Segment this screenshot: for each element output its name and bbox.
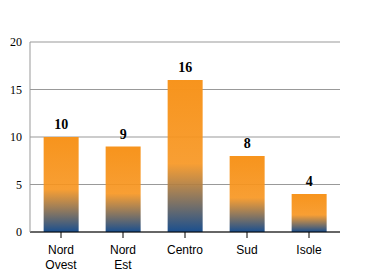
- svg-text:0: 0: [16, 225, 22, 239]
- svg-text:16: 16: [178, 60, 192, 75]
- svg-text:NordEst: NordEst: [110, 243, 136, 272]
- svg-text:15: 15: [10, 83, 22, 97]
- svg-text:4: 4: [306, 174, 313, 189]
- svg-text:NordOvest: NordOvest: [45, 243, 77, 272]
- svg-text:5: 5: [16, 178, 22, 192]
- svg-text:20: 20: [10, 35, 22, 49]
- svg-text:Centro: Centro: [167, 243, 203, 257]
- svg-text:9: 9: [120, 127, 127, 142]
- svg-text:Isole: Isole: [296, 243, 322, 257]
- svg-text:10: 10: [54, 117, 68, 132]
- svg-text:10: 10: [10, 130, 22, 144]
- svg-text:Sud: Sud: [236, 243, 257, 257]
- svg-text:8: 8: [244, 136, 251, 151]
